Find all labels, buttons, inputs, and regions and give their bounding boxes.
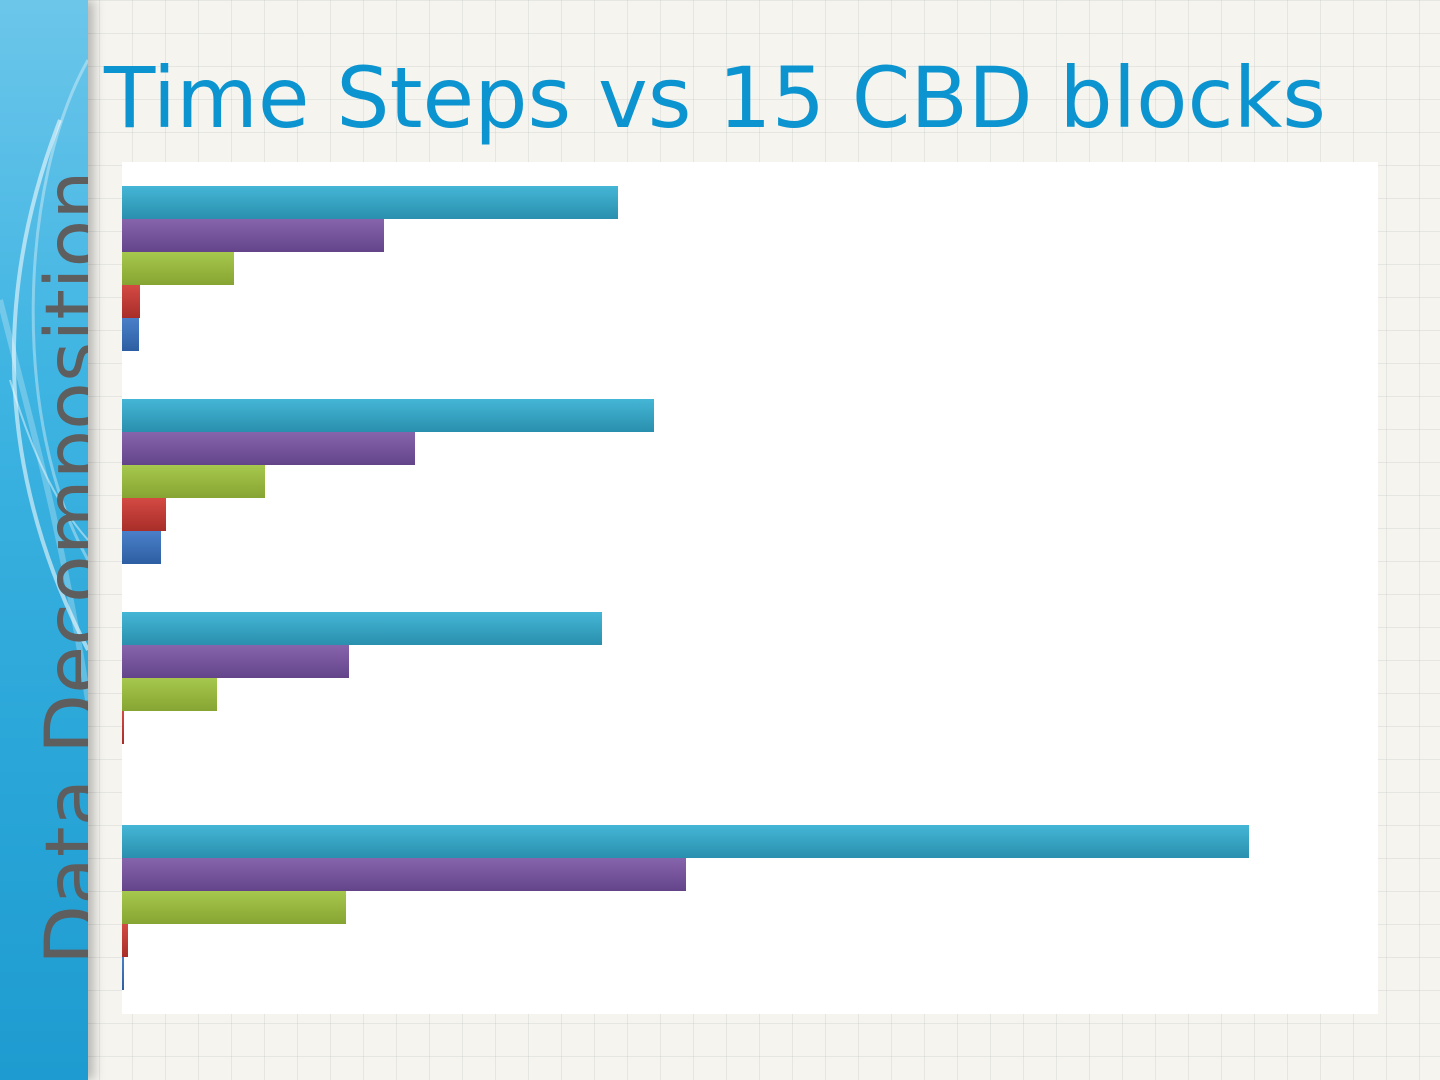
bar-group-1-series-5 xyxy=(122,318,139,351)
bar-group-4-series-4 xyxy=(122,924,128,957)
bar-group-2-series-5 xyxy=(122,531,161,564)
bar-group-2-series-3 xyxy=(122,465,265,498)
bar-group-3-series-3 xyxy=(122,678,217,711)
bar-group-2-series-2 xyxy=(122,432,415,465)
bar-group-3-series-2 xyxy=(122,645,349,678)
bar-group-1-series-2 xyxy=(122,219,384,252)
bar-group-2-series-1 xyxy=(122,399,654,432)
bar-group-3-series-1 xyxy=(122,612,602,645)
bar-group-1-series-3 xyxy=(122,252,234,285)
bar-group-1-series-1 xyxy=(122,186,618,219)
bar-group-2-series-4 xyxy=(122,498,166,531)
bar-group-4-series-5 xyxy=(122,957,124,990)
bar-chart xyxy=(122,186,1249,990)
bar-group-4-series-2 xyxy=(122,858,686,891)
side-title: Data Decomposition xyxy=(30,170,88,965)
sidebar-band: Data Decomposition xyxy=(0,0,88,1080)
bar-group-1-series-4 xyxy=(122,285,140,318)
bar-group-4-series-1 xyxy=(122,825,1249,858)
bar-group-3-series-4 xyxy=(122,711,124,744)
page-title: Time Steps vs 15 CBD blocks xyxy=(104,49,1327,147)
sidebar-swirl-decoration xyxy=(0,59,88,701)
chart-plot-area xyxy=(122,162,1378,1014)
bar-group-4-series-3 xyxy=(122,891,346,924)
